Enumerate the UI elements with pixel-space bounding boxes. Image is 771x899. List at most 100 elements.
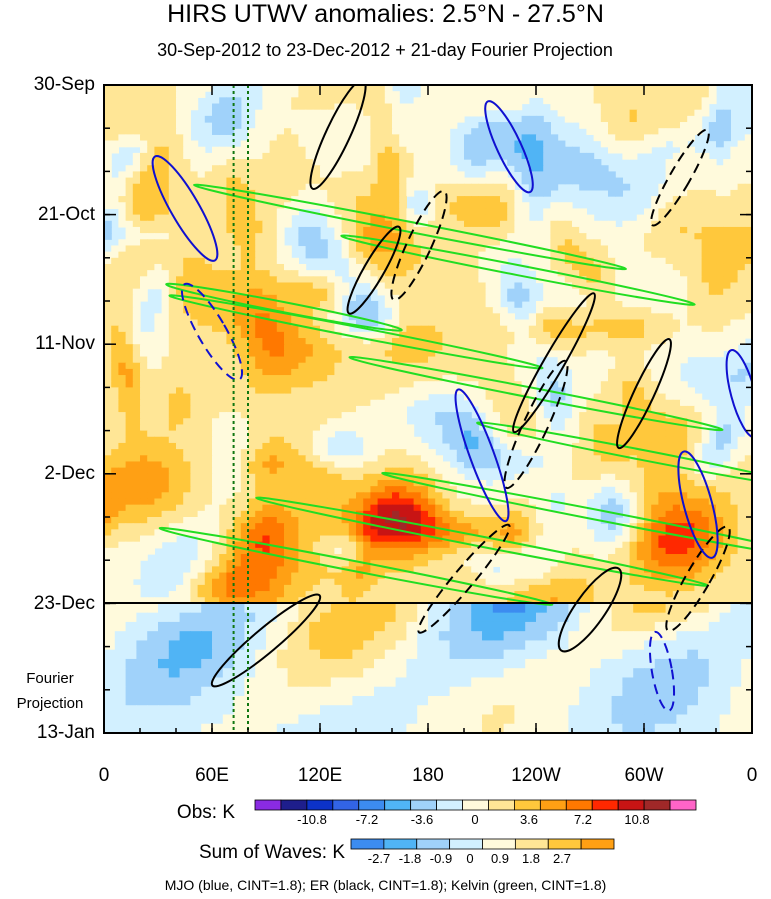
obs-shade-cell bbox=[161, 245, 170, 253]
obs-shade-cell bbox=[161, 257, 170, 265]
obs-shade-cell bbox=[730, 214, 739, 222]
obs-shade-cell bbox=[276, 344, 285, 351]
obs-shade-cell bbox=[284, 344, 292, 351]
obs-shade-cell bbox=[442, 115, 451, 123]
obs-shade-cell bbox=[327, 165, 335, 172]
obs-shade-cell bbox=[377, 467, 386, 475]
obs-shade-cell bbox=[140, 282, 148, 290]
obs-shade-cell bbox=[226, 418, 235, 426]
obs-shade-cell bbox=[723, 165, 731, 172]
obs-shade-cell bbox=[478, 196, 487, 203]
obs-shade-cell bbox=[190, 461, 199, 469]
obs-shade-cell bbox=[442, 387, 451, 395]
obs-shade-cell bbox=[356, 183, 364, 191]
obs-shade-cell bbox=[269, 140, 278, 148]
obs-shade-cell bbox=[730, 171, 739, 179]
obs-shade-cell bbox=[449, 109, 458, 117]
obs-shade-cell bbox=[723, 263, 731, 271]
obs-shade-cell bbox=[219, 233, 227, 240]
obs-shade-cell bbox=[665, 282, 674, 290]
obs-shade-cell bbox=[377, 257, 386, 265]
obs-shade-cell bbox=[168, 220, 177, 228]
obs-shade-cell bbox=[298, 449, 307, 456]
obs-shade-cell bbox=[536, 85, 544, 92]
obs-shade-cell bbox=[212, 128, 220, 135]
obs-shade-cell bbox=[406, 424, 415, 432]
obs-shade-cell bbox=[694, 159, 703, 166]
obs-shade-cell bbox=[377, 245, 386, 253]
obs-shade-cell bbox=[291, 375, 299, 382]
obs-shade-cell bbox=[197, 233, 206, 240]
obs-shade-cell bbox=[694, 263, 703, 271]
obs-shade-cell bbox=[197, 381, 206, 388]
obs-shade-cell bbox=[161, 375, 170, 382]
obs-shade-cell bbox=[305, 362, 314, 370]
obs-shade-cell bbox=[233, 387, 242, 395]
obs-shade-cell bbox=[442, 270, 451, 277]
obs-shade-cell bbox=[651, 331, 659, 339]
obs-shade-cell bbox=[528, 418, 537, 426]
obs-shade-cell bbox=[615, 288, 623, 296]
obs-shade-cell bbox=[492, 196, 501, 203]
obs-shade-cell bbox=[428, 368, 436, 376]
obs-shade-cell bbox=[406, 288, 415, 296]
obs-shade-cell bbox=[600, 344, 609, 351]
obs-shade-cell bbox=[341, 473, 350, 481]
obs-shade-cell bbox=[464, 325, 472, 333]
obs-shade-cell bbox=[240, 140, 249, 148]
obs-shade-cell bbox=[356, 134, 364, 142]
obs-shade-cell bbox=[579, 356, 587, 364]
obs-shade-cell bbox=[723, 288, 731, 296]
obs-shade-cell bbox=[629, 270, 638, 277]
obs-shade-cell bbox=[118, 467, 127, 475]
obs-shade-cell bbox=[564, 418, 573, 426]
obs-shade-cell bbox=[442, 239, 451, 247]
obs-shade-cell bbox=[435, 103, 443, 111]
obs-shade-cell bbox=[536, 152, 544, 160]
obs-shade-cell bbox=[464, 208, 472, 216]
obs-shade-cell bbox=[305, 282, 314, 290]
obs-shade-cell bbox=[687, 183, 695, 191]
obs-shade-cell bbox=[572, 177, 580, 185]
obs-shade-cell bbox=[147, 257, 155, 265]
obs-shade-cell bbox=[478, 325, 487, 333]
obs-shade-cell bbox=[658, 387, 667, 395]
obs-shade-cell bbox=[125, 301, 134, 308]
obs-shade-cell bbox=[348, 134, 357, 142]
obs-shade-cell bbox=[492, 313, 501, 321]
obs-shade-cell bbox=[665, 424, 674, 432]
obs-shade-cell bbox=[608, 338, 616, 345]
obs-shade-cell bbox=[449, 214, 458, 222]
obs-shade-cell bbox=[320, 393, 328, 401]
obs-shade-cell bbox=[672, 103, 681, 111]
obs-shade-cell bbox=[507, 405, 515, 413]
obs-shade-cell bbox=[500, 97, 508, 105]
obs-shade-cell bbox=[291, 146, 299, 154]
obs-shade-cell bbox=[399, 220, 407, 228]
obs-shade-cell bbox=[608, 251, 616, 259]
obs-shade-cell bbox=[600, 245, 609, 253]
obs-shade-cell bbox=[399, 134, 407, 142]
obs-shade-cell bbox=[622, 430, 631, 438]
obs-shade-cell bbox=[204, 442, 213, 450]
obs-shade-cell bbox=[291, 134, 299, 142]
obs-shade-cell bbox=[176, 109, 184, 117]
obs-shade-cell bbox=[233, 455, 242, 463]
obs-shade-cell bbox=[600, 430, 609, 438]
obs-shade-cell bbox=[125, 263, 134, 271]
obs-shade-cell bbox=[536, 239, 544, 247]
obs-shade-cell bbox=[168, 399, 177, 407]
obs-shade-cell bbox=[291, 344, 299, 351]
obs-shade-cell bbox=[118, 128, 127, 135]
obs-shade-cell bbox=[248, 270, 256, 277]
obs-shade-cell bbox=[334, 128, 343, 135]
obs-shade-cell bbox=[226, 455, 235, 463]
obs-shade-cell bbox=[485, 362, 494, 370]
obs-shade-cell bbox=[125, 276, 134, 284]
obs-shade-cell bbox=[644, 455, 652, 463]
obs-shade-cell bbox=[665, 331, 674, 339]
obs-shade-cell bbox=[543, 301, 551, 308]
obs-shade-cell bbox=[392, 233, 400, 240]
obs-shade-cell bbox=[608, 171, 616, 179]
obs-shade-cell bbox=[161, 405, 170, 413]
